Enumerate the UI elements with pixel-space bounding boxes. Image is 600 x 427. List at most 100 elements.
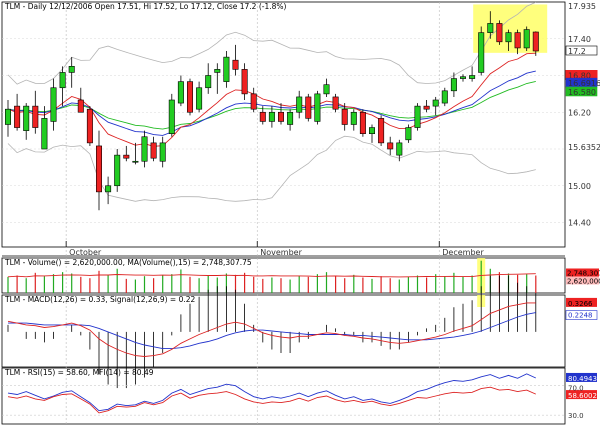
bollinger-lower-line [7, 135, 536, 202]
price-tick-label: 16.6916 [568, 79, 600, 88]
price-tick-label: 14.40 [568, 219, 591, 228]
candle-body [469, 75, 476, 79]
candle-body [223, 56, 230, 82]
candle-body [496, 23, 503, 43]
candle-body [368, 127, 375, 134]
rsi-panel-title: TLM - RSI(15) = 58.60, MFI(14) = 80.49 [4, 368, 154, 377]
candle-body [514, 32, 521, 49]
candle-body [250, 93, 257, 110]
price-tick-label: 17.40 [568, 35, 591, 44]
price-tick-label: 15.6352 [568, 143, 600, 152]
candle-body [505, 32, 512, 43]
candle-body [5, 108, 12, 125]
price-tick-label: 16.580 [568, 88, 596, 97]
candle-body [405, 127, 412, 141]
volume-tag-box [566, 268, 599, 277]
candle-body [187, 81, 194, 113]
candle-body [414, 105, 421, 128]
candle-body [277, 111, 284, 122]
candle-body [268, 111, 275, 122]
month-label: November [260, 248, 302, 257]
candle-body [150, 142, 157, 159]
rsi-tick-label: 30.0 [568, 412, 584, 420]
macd-tag-box [566, 297, 597, 307]
macd-line [7, 302, 536, 357]
price-tick-label: 16.80 [568, 72, 591, 81]
candle-body [259, 111, 266, 122]
candle-body [168, 99, 175, 134]
candle-body [359, 111, 366, 134]
price-tick-label: 17.935 [568, 2, 596, 11]
candle-body [396, 142, 403, 156]
macd-panel-title: TLM - MACD(12,26) = 0.33, Signal(12,26,9… [4, 295, 196, 304]
volume-ma-line [7, 273, 536, 278]
macd-tick-label: 0.3266 [568, 300, 593, 308]
candle-body [350, 111, 357, 125]
candle-body [378, 118, 385, 144]
month-label: December [442, 248, 484, 257]
candle-body [532, 31, 539, 52]
candle-body [341, 108, 348, 125]
candle-body [423, 105, 430, 110]
candle-body [523, 29, 530, 49]
candle-body [196, 87, 203, 110]
mfi-line [7, 373, 536, 412]
candle-body [23, 105, 30, 131]
candle-body [32, 105, 39, 128]
candle-body [86, 108, 93, 144]
rsi-tick-label: 70.0 [568, 385, 584, 393]
ma-blue-line [7, 70, 536, 136]
rsi-tag-box [566, 390, 597, 400]
candle-body [214, 69, 221, 73]
price-tag-box [565, 86, 598, 97]
candle-body [487, 23, 494, 33]
candle-body [305, 96, 312, 119]
month-label: October [69, 248, 102, 257]
candle-body [159, 142, 166, 162]
candle-body [332, 96, 339, 110]
candle-body [459, 76, 466, 79]
candle-body [132, 160, 139, 163]
price-tag-box [565, 45, 598, 56]
price-tick-label: 15.00 [568, 182, 591, 191]
candle-body [141, 136, 148, 162]
candle-body [323, 84, 330, 95]
candle-body [232, 59, 239, 70]
price-chart-title: TLM - Daily 12/12/2006 Open 17.51, Hi 17… [4, 2, 287, 11]
candle-body [123, 154, 130, 159]
rsi-tick-label: 80.4943 [568, 375, 597, 383]
candle-body [77, 99, 84, 113]
rsi-tick-label: 58.6002 [568, 392, 597, 400]
panel-frame [1, 294, 566, 368]
candle-body [50, 87, 57, 122]
volume-tag-box [566, 276, 599, 285]
candle-body [314, 93, 321, 122]
macd-signal-line [8, 312, 536, 350]
rsi-line [7, 386, 536, 414]
candle-body [441, 90, 448, 104]
mfi-tag-box [566, 372, 597, 382]
candle-body [205, 75, 212, 89]
candle-body [105, 185, 112, 193]
volume-panel-title: TLM - Volume() = 2,620,000.00, MA(Volume… [4, 258, 252, 267]
candle-body [432, 99, 439, 107]
panel-frame [1, 367, 566, 425]
volume-tick-label: 2,620,000 [567, 277, 600, 285]
candle-body [241, 69, 248, 95]
candle-body [14, 105, 21, 128]
signal-tag-box [565, 310, 598, 320]
candle-body [450, 78, 457, 92]
candle-body [177, 81, 184, 104]
volume-tick-label: 2,748,307 [567, 269, 600, 277]
bollinger-upper-line [7, 1, 536, 85]
price-tick-label: 16.20 [568, 108, 591, 117]
candle-body [478, 32, 485, 73]
panel-frame [1, 1, 566, 248]
panel-frame [1, 257, 566, 294]
candle-body [287, 111, 294, 125]
price-tick-label: 17.2 [568, 47, 586, 56]
signal-tick-label: 0.2248 [568, 312, 593, 320]
candle-body [114, 154, 121, 187]
candle-body [96, 145, 103, 193]
